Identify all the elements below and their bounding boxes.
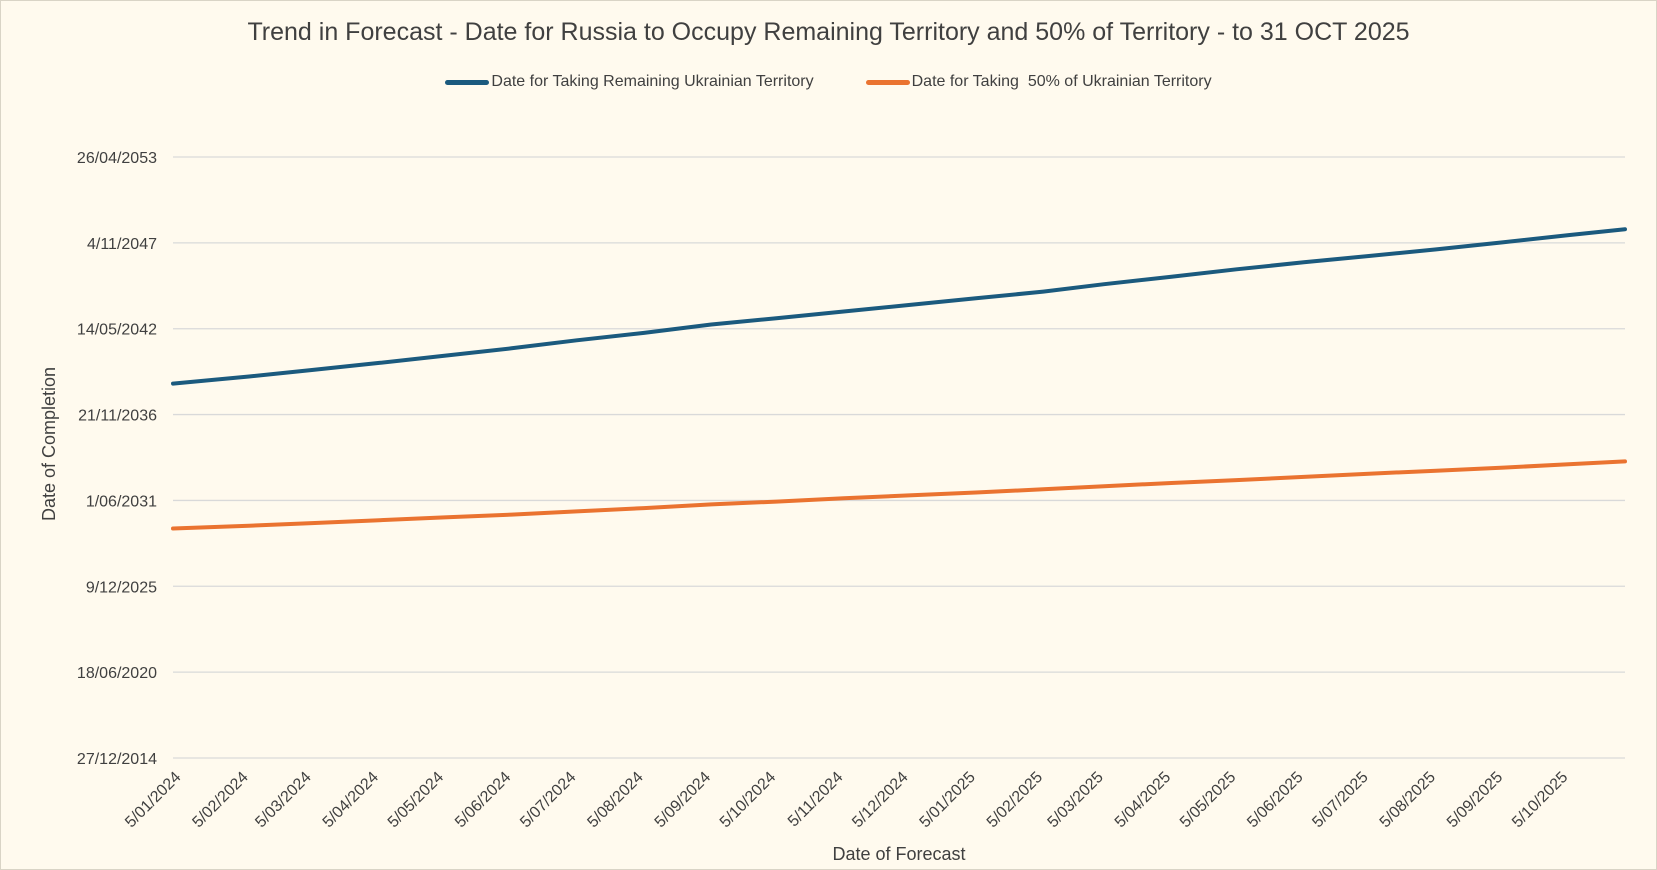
x-tick-label: 5/12/2024	[849, 769, 911, 831]
legend-label-remaining-territory: Date for Taking Remaining Ukrainian Terr…	[491, 73, 814, 90]
x-tick-label: 5/06/2024	[452, 769, 514, 831]
chart-legend: Date for Taking Remaining Ukrainian Terr…	[0, 73, 1657, 91]
y-tick-label: 26/04/2053	[77, 150, 157, 167]
x-tick-label: 5/10/2025	[1509, 769, 1571, 831]
x-tick-label: 5/08/2024	[584, 769, 646, 831]
x-tick-label: 5/05/2025	[1177, 769, 1239, 831]
x-tick-label: 5/10/2024	[717, 769, 779, 831]
x-tick-label: 5/05/2024	[385, 769, 447, 831]
x-axis-title: Date of Forecast	[832, 844, 965, 864]
y-tick-label: 21/11/2036	[78, 408, 157, 425]
y-tick-label: 9/12/2025	[86, 579, 157, 596]
y-tick-label: 27/12/2014	[77, 751, 157, 768]
x-tick-label: 5/06/2025	[1244, 769, 1306, 831]
series-line-remaining-territory[interactable]	[171, 227, 1627, 386]
x-tick-label: 5/07/2025	[1309, 769, 1371, 831]
legend-item-remaining-territory[interactable]: Date for Taking Remaining Ukrainian Terr…	[445, 73, 814, 91]
x-tick-label: 5/04/2025	[1112, 769, 1174, 831]
x-axis-ticks: 5/01/2024 5/02/2024 5/03/2024 5/04/2024 5/05…	[122, 769, 1571, 831]
x-tick-label: 5/01/2024	[122, 769, 184, 831]
x-tick-label: 5/02/2024	[189, 769, 251, 831]
x-tick-label: 5/09/2025	[1444, 769, 1506, 831]
legend-swatch-half-territory	[865, 79, 910, 85]
y-tick-label: 4/11/2047	[87, 236, 157, 253]
chart-title: Trend in Forecast - Date for Russia to O…	[247, 18, 1410, 46]
y-tick-label: 14/05/2042	[77, 322, 157, 339]
x-tick-label: 5/04/2024	[320, 769, 382, 831]
gridlines	[173, 156, 1625, 759]
series-lines	[171, 227, 1627, 531]
y-tick-label: 18/06/2020	[77, 665, 157, 682]
x-tick-label: 5/02/2025	[984, 769, 1046, 831]
x-tick-label: 5/03/2024	[252, 769, 314, 831]
series-line-half-territory[interactable]	[171, 459, 1627, 531]
y-axis-title: Date of Completion	[39, 367, 59, 521]
legend-item-half-territory[interactable]: Date for Taking 50% of Ukrainian Territo…	[865, 73, 1212, 91]
y-tick-label: 1/06/2031	[86, 493, 157, 510]
x-tick-label: 5/09/2024	[652, 769, 714, 831]
x-tick-label: 5/03/2025	[1045, 769, 1107, 831]
y-axis-ticks: 27/12/2014 18/06/2020 9/12/2025 1/06/2031 21…	[77, 150, 157, 768]
legend-swatch-remaining-territory	[445, 79, 490, 85]
x-tick-label: 5/11/2024	[785, 769, 847, 831]
x-tick-label: 5/01/2025	[917, 769, 979, 831]
legend-label-half-territory: Date for Taking 50% of Ukrainian Territo…	[911, 73, 1212, 90]
x-tick-label: 5/07/2024	[517, 769, 579, 831]
x-tick-label: 5/08/2025	[1377, 769, 1439, 831]
